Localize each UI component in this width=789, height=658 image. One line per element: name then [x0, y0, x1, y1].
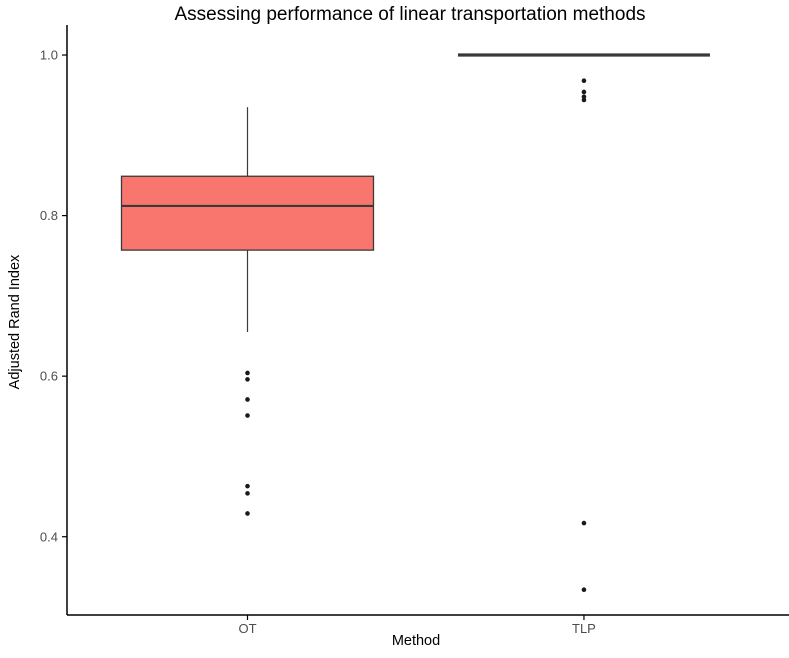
- y-tick-label: 1.0: [40, 48, 58, 63]
- x-axis-title: Method: [391, 633, 441, 649]
- outlier-point: [581, 78, 587, 84]
- x-tick-label: OT: [238, 621, 256, 636]
- outlier-point: [581, 89, 587, 95]
- outlier-point: [581, 94, 587, 100]
- outlier-point: [245, 483, 250, 489]
- y-tick-label: 0.4: [40, 529, 58, 544]
- outlier-point: [581, 97, 587, 103]
- outlier-point: [245, 370, 250, 376]
- outlier-point: [245, 397, 250, 402]
- box: [120, 175, 375, 251]
- outlier-point: [245, 511, 250, 516]
- chart-title: Assessing performance of linear transpor…: [174, 4, 646, 25]
- x-tick-label: TLP: [572, 621, 596, 636]
- outlier-point: [245, 491, 250, 496]
- outlier-point: [581, 520, 587, 526]
- y-tick-label: 0.6: [40, 369, 58, 384]
- outlier-point: [245, 377, 250, 382]
- outlier-point: [245, 413, 250, 418]
- y-tick-label: 0.8: [40, 208, 58, 223]
- outlier-point: [581, 587, 587, 593]
